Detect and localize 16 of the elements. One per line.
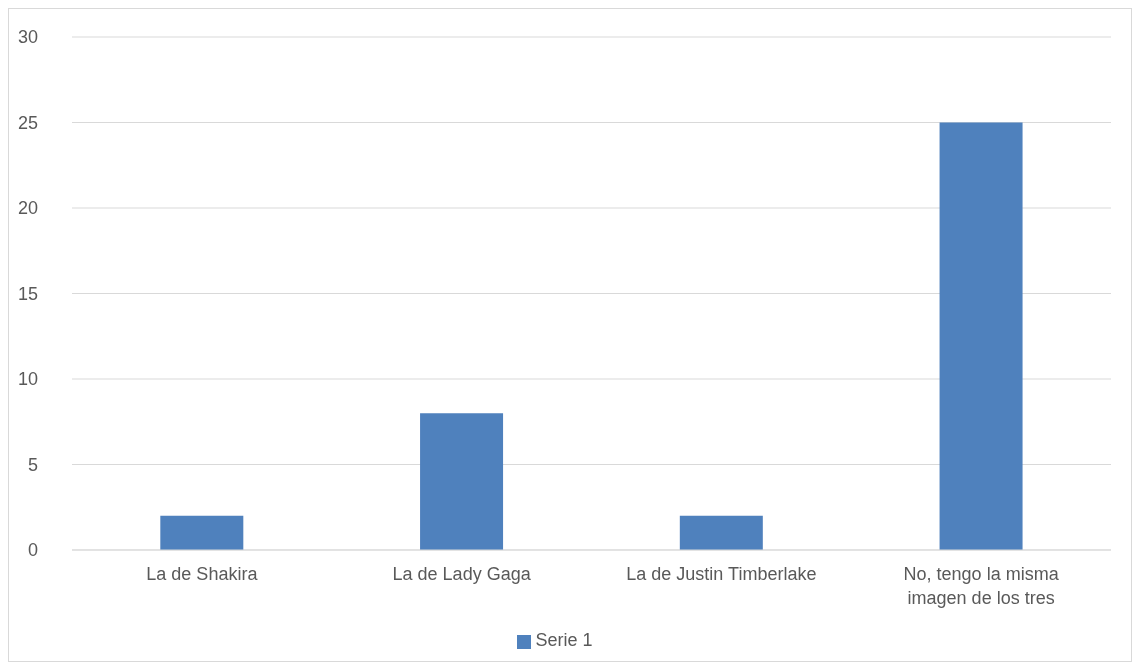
bar	[939, 122, 1023, 550]
y-tick-label: 10	[17, 369, 38, 390]
bar	[420, 413, 504, 550]
x-tick-label: La de Shakira	[146, 564, 259, 584]
y-tick-label: 0	[27, 540, 38, 561]
y-tick-label: 15	[17, 283, 38, 304]
y-tick-label: 30	[17, 27, 38, 48]
bar	[160, 515, 244, 550]
legend-label: Serie 1	[535, 630, 593, 650]
x-tick-label: La de Justin Timberlake	[626, 564, 817, 584]
y-tick-label: 5	[27, 454, 38, 475]
x-tick-label: La de Lady Gaga	[392, 564, 532, 584]
x-tick-label: No, tengo la misma imagen de los tres	[903, 564, 1060, 608]
bar	[679, 515, 763, 550]
y-tick-label: 20	[17, 198, 38, 219]
y-tick-label: 25	[17, 112, 38, 133]
